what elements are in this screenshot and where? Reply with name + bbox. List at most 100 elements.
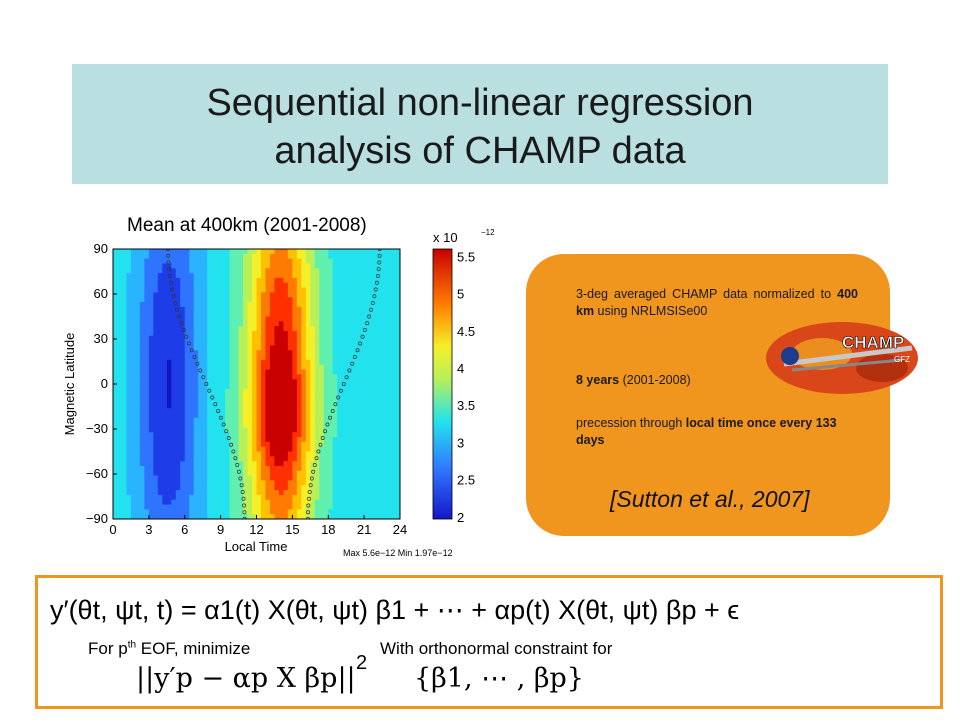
heatmap-cell [252,494,258,501]
heatmap-cell [113,451,119,457]
heatmap-cell [260,268,267,274]
heatmap-cell [157,335,163,342]
terminator-marker [350,361,355,366]
heatmap-cell [359,355,365,361]
heatmap-cell [260,451,267,457]
heatmap-cell [283,514,289,519]
heatmap-cell [278,417,284,424]
heatmap-cell [373,456,379,462]
heatmap-cell [252,514,258,519]
heatmap-cell [135,326,141,332]
heatmap-cell [229,393,235,400]
heatmap-cell [269,490,276,496]
heatmap-cell [130,326,137,332]
heatmap-cell [377,514,383,519]
heatmap-cell [117,384,123,390]
heatmap-cell [301,379,307,385]
heatmap-cell [373,465,379,472]
heatmap-cell [274,456,280,462]
heatmap-cell [148,273,154,279]
heatmap-cell [283,451,289,457]
heatmap-cell [229,514,235,519]
heatmap-cell [287,306,293,313]
heatmap-cell [175,263,181,269]
heatmap-cell [220,446,226,453]
heatmap-cell [130,422,137,428]
heatmap-cell [323,470,329,477]
heatmap-cell [193,480,199,486]
heatmap-cell [319,335,325,342]
heatmap-cell [364,306,370,313]
heatmap-cell [386,408,392,414]
heatmap-cell [395,509,400,515]
heatmap-cell [220,369,226,375]
heatmap-cell [207,403,213,409]
heatmap-cell [355,417,361,424]
heatmap-cell [346,359,352,366]
heatmap-cell [211,350,217,356]
heatmap-cell [117,465,123,472]
heatmap-cell [382,494,388,501]
heatmap-cell [314,461,320,467]
heatmap-cell [193,311,199,318]
heatmap-cell [220,465,226,472]
heatmap-cell [395,379,400,385]
regression-equation: y′(θt, ψt, t) = α1(t) X(θt, ψt) β1 + ⋯ +… [40,585,940,631]
heatmap-cell [355,398,361,404]
heatmap-cell [305,403,311,409]
heatmap-cell [319,249,325,255]
heatmap-cell [139,412,145,419]
heatmap-cell [292,359,298,366]
heatmap-cell [364,499,370,506]
heatmap-cell [184,330,190,337]
heatmap-cell [243,427,249,433]
heatmap-cell [211,335,217,342]
heatmap-cell [184,412,190,419]
heatmap-cell [130,504,137,510]
heatmap-cell [166,359,172,366]
heatmap-cell [269,379,276,385]
heatmap-cell [153,297,159,303]
heatmap-cell [113,422,119,428]
heatmap-cell [395,422,400,428]
heatmap-cell [225,408,231,414]
heatmap-cell [265,287,271,293]
heatmap-cell [310,302,316,308]
heatmap-cell [395,480,400,486]
heatmap-cell [287,330,293,337]
heatmap-cell [323,350,329,356]
heatmap-cell [256,427,262,433]
heatmap-cell [211,379,217,385]
heatmap-cell [269,446,276,453]
heatmap-cell [113,446,119,453]
heatmap-cell [278,432,284,438]
heatmap-cell [216,432,222,438]
heatmap-cell [252,441,258,448]
heatmap-cell [121,355,128,361]
heatmap-cell [377,335,383,342]
heatmap-cell [234,369,240,375]
heatmap-cell [216,427,222,433]
heatmap-cell [283,302,289,308]
heatmap-cell [364,475,370,482]
heatmap-cell [234,263,240,269]
heatmap-cell [252,408,258,414]
heatmap-cell [216,326,222,332]
heatmap-cell [395,408,400,414]
heatmap-cell [265,273,271,279]
heatmap-cell [292,384,298,390]
heatmap-cell [283,311,289,318]
heatmap-cell [346,470,352,477]
heatmap-cell [207,393,213,400]
heatmap-cell [207,379,213,385]
heatmap-cell [382,465,388,472]
heatmap-cell [193,321,199,327]
heatmap-cell [305,393,311,400]
heatmap-cell [144,456,150,462]
heatmap-cell [368,379,374,385]
heatmap-cell [238,379,244,385]
heatmap-cell [153,446,159,453]
heatmap-cell [243,441,249,448]
heatmap-cell [265,379,271,385]
heatmap-cell [346,282,352,289]
